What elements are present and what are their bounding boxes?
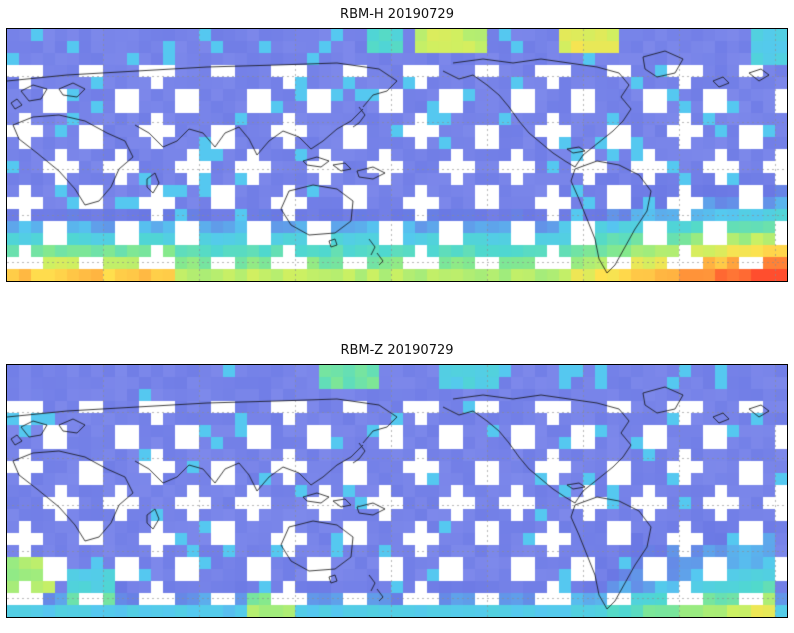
figure-rbm-z: RBM-Z 20190729 (0, 342, 794, 618)
figure-rbm-h: RBM-H 20190729 (0, 6, 794, 282)
map-panel-rbm-h (6, 28, 788, 282)
panel-title-rbm-z: RBM-Z 20190729 (340, 343, 454, 358)
map-canvas-rbm-h (7, 29, 787, 281)
map-panel-rbm-z (6, 364, 788, 618)
panel-title-rbm-h: RBM-H 20190729 (340, 7, 454, 22)
map-canvas-rbm-z (7, 365, 787, 617)
